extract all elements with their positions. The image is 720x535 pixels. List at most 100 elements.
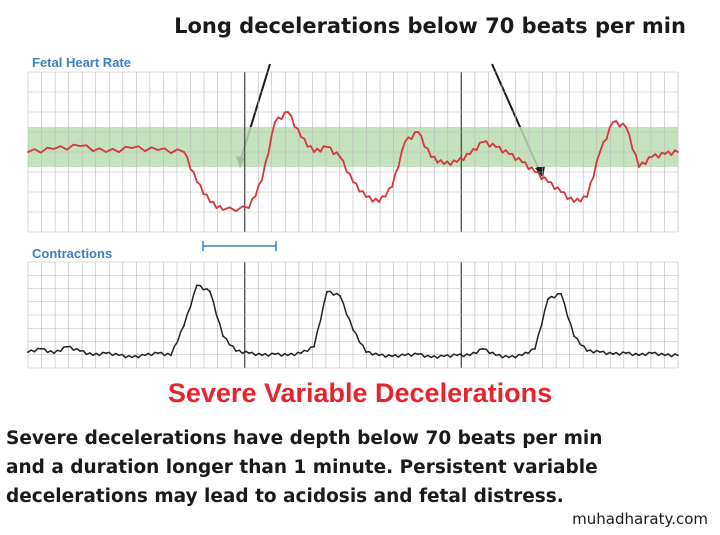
ctx-point <box>170 354 172 357</box>
ctx-point <box>339 295 341 297</box>
ctx-point <box>261 354 263 357</box>
contractions-panel <box>27 261 679 369</box>
contractions-panel-title: Contractions <box>32 246 113 261</box>
ctx-point <box>313 345 315 348</box>
fhr-point <box>417 131 419 133</box>
fhr-point <box>599 151 601 153</box>
ctx-point <box>183 324 185 327</box>
fhr-point <box>495 146 497 148</box>
ctx-point <box>547 298 549 300</box>
fhr-point <box>638 166 640 168</box>
headline: Severe Variable Decelerations <box>167 378 553 408</box>
fhr-point <box>391 186 393 188</box>
fhr-point <box>586 196 588 198</box>
ctx-point <box>443 355 445 358</box>
ctx-point <box>326 290 328 293</box>
ctx-point <box>664 354 666 357</box>
ctx-point <box>157 352 159 355</box>
ctx-point <box>105 352 107 355</box>
annotation-text: Long decelerations below 70 beats per mi… <box>174 14 686 38</box>
fhr-point <box>547 181 549 183</box>
ctx-point <box>53 352 55 355</box>
fhr-panel-title: Fetal Heart Rate <box>32 55 131 70</box>
fhr-point <box>261 179 263 181</box>
ctx-point <box>638 354 640 357</box>
ctx-point <box>651 352 653 355</box>
fhr-point <box>183 151 185 153</box>
fhr-point <box>677 151 679 153</box>
ctx-point <box>79 350 81 352</box>
ctx-point <box>495 354 497 357</box>
ctx-point <box>599 351 601 353</box>
fhr-point <box>326 146 328 148</box>
fhr-point <box>456 161 458 163</box>
ctx-point <box>612 353 614 356</box>
ctx-point <box>586 350 588 352</box>
fhr-point <box>482 141 484 143</box>
ctx-point <box>118 354 120 357</box>
fhr-point <box>27 151 29 153</box>
ctx-point <box>521 354 523 357</box>
ctx-point <box>508 356 510 359</box>
ctx-point <box>456 354 458 357</box>
fhr-point <box>196 181 198 183</box>
fhr-point <box>79 145 81 147</box>
body-text: Severe decelerations have depth below 70… <box>6 424 706 511</box>
ctx-point <box>131 356 133 359</box>
fhr-point <box>339 156 341 158</box>
ctx-point <box>209 290 211 293</box>
fhr-point <box>430 156 432 158</box>
fhr-point <box>573 201 575 203</box>
fhr-point <box>521 161 523 163</box>
ctx-point <box>404 354 406 357</box>
body-line-3: decelerations may lead to acidosis and f… <box>6 486 564 507</box>
fhr-point <box>443 163 445 165</box>
ctx-point <box>417 353 419 356</box>
fhr-point <box>53 148 55 150</box>
ctx-point <box>222 335 224 338</box>
fhr-point <box>222 209 224 211</box>
ctx-point <box>573 335 575 338</box>
fhr-point <box>352 181 354 183</box>
fhr-point <box>248 207 250 209</box>
ctx-point <box>92 354 94 357</box>
ctx-point <box>378 354 380 357</box>
fhr-point <box>300 136 302 138</box>
body-line-1: Severe decelerations have depth below 70… <box>6 428 603 449</box>
ctx-point <box>300 352 302 355</box>
fhr-point <box>131 147 133 149</box>
ctx-point <box>40 348 42 350</box>
fhr-trace <box>27 111 679 213</box>
ctx-point <box>248 352 250 355</box>
ctx-point <box>469 354 471 357</box>
fhr-point <box>625 126 627 128</box>
fhr-point <box>378 201 380 203</box>
ctx-point <box>534 348 536 350</box>
ctx-point <box>144 354 146 357</box>
fhr-point <box>560 191 562 193</box>
fhr-point <box>651 156 653 158</box>
ctx-point <box>677 354 679 357</box>
fhr-point <box>612 121 614 123</box>
fhr-panel <box>27 71 679 233</box>
fhr-point <box>105 151 107 153</box>
fhr-point <box>287 111 289 113</box>
fhr-point <box>274 121 276 123</box>
ctx-point <box>391 355 393 358</box>
ctx-point <box>196 284 198 287</box>
ctx-point <box>27 351 29 353</box>
ctx-point <box>235 350 237 352</box>
fhr-point <box>404 141 406 143</box>
fhr-point <box>365 196 367 198</box>
ctx-point <box>287 354 289 357</box>
fhr-point <box>664 153 666 155</box>
ctx-point <box>274 353 276 356</box>
fhr-point <box>534 171 536 173</box>
ctx-point <box>66 345 68 348</box>
ctx-point <box>482 348 484 350</box>
fhr-point <box>313 151 315 153</box>
ctx-point <box>560 292 562 295</box>
fhr-point <box>209 201 211 203</box>
fhr-point <box>508 153 510 155</box>
watermark: muhadharaty.com <box>568 509 712 529</box>
